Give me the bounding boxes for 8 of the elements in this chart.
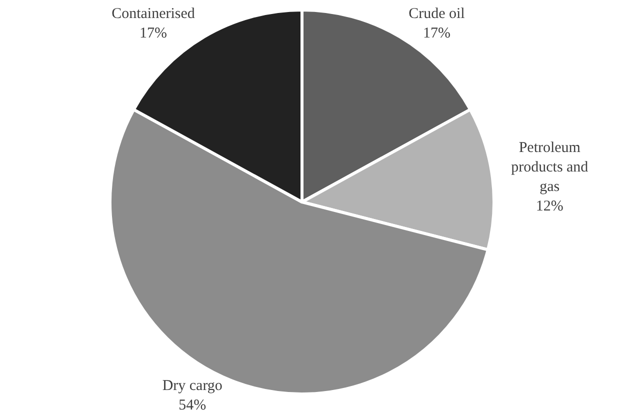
slice-label: Petroleum products and gas: [511, 140, 589, 196]
slice-label: Containerised: [112, 6, 196, 22]
data-label: 17%: [422, 25, 450, 42]
data-label: 12%: [536, 198, 564, 215]
data-label: 54%: [178, 398, 206, 414]
slice-label: Crude oil: [408, 6, 465, 22]
data-label: 17%: [139, 25, 167, 42]
slice-label: Dry cargo: [162, 378, 222, 394]
